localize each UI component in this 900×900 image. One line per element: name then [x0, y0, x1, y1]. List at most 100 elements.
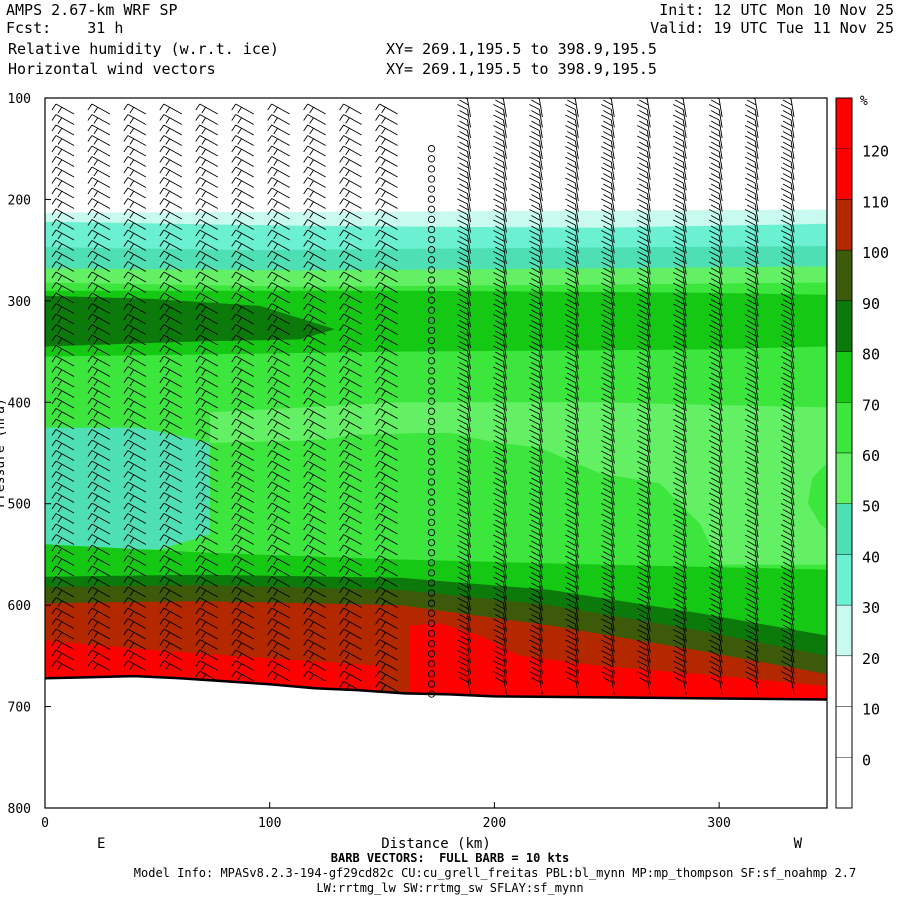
wind-barb — [87, 523, 111, 535]
y-tick-label: 200 — [8, 193, 31, 208]
wind-barb — [159, 387, 183, 398]
wind-barb — [565, 114, 579, 139]
wind-barb — [159, 250, 183, 262]
wind-barb — [672, 660, 687, 685]
wind-barb — [303, 166, 326, 178]
wind-barb — [303, 670, 326, 682]
wind-barb — [123, 303, 147, 314]
wind-barb — [267, 429, 290, 440]
wind-barb — [123, 145, 147, 157]
terrain-mask — [45, 676, 827, 808]
x-axis-label: Distance (km) — [381, 836, 491, 852]
wind-barb — [529, 450, 543, 475]
wind-barb — [780, 503, 795, 527]
wind-barb — [303, 187, 326, 199]
calm-wind-marker — [427, 690, 436, 698]
wind-barb — [87, 481, 111, 493]
wind-barb — [375, 271, 398, 283]
wind-barb — [780, 314, 795, 338]
wind-barb — [339, 607, 362, 619]
wind-barb — [339, 576, 362, 587]
wind-barb — [601, 177, 615, 202]
wind-barb — [267, 418, 290, 430]
wind-barb — [339, 670, 362, 682]
wind-barb — [231, 376, 254, 388]
wind-barb — [780, 114, 795, 139]
wind-barb — [672, 545, 687, 569]
wind-barb — [493, 345, 507, 370]
wind-barb — [195, 271, 219, 283]
wind-barb — [565, 230, 579, 254]
wind-barb — [637, 555, 651, 580]
wind-barb — [123, 397, 147, 409]
wind-barb — [565, 429, 579, 454]
colorbar-frame — [835, 97, 853, 809]
wind-barb — [375, 418, 398, 430]
wind-barb — [529, 555, 543, 580]
wind-barb — [159, 303, 183, 314]
x-tick-label: 200 — [483, 816, 506, 831]
wind-barb — [159, 282, 183, 293]
wind-barb — [780, 492, 795, 517]
calm-wind-marker — [427, 549, 436, 557]
wind-barb — [339, 198, 362, 209]
wind-barb — [493, 261, 507, 286]
wind-barb — [457, 135, 471, 160]
wind-barb — [457, 534, 471, 559]
colorbar-tick-label: 10 — [862, 701, 880, 719]
wind-barb — [601, 335, 615, 359]
wind-barb — [529, 293, 543, 317]
wind-barb — [159, 240, 183, 251]
wind-barb — [195, 660, 219, 671]
wind-barb — [303, 271, 326, 283]
wind-barb — [375, 376, 398, 388]
wind-barb — [493, 618, 507, 643]
wind-barb — [159, 334, 183, 346]
wind-barb — [375, 397, 398, 409]
wind-barb — [159, 156, 183, 167]
wind-barb — [493, 524, 507, 548]
wind-barb — [231, 429, 254, 440]
wind-barb — [375, 555, 398, 566]
wind-barb — [565, 555, 579, 580]
wind-barb — [744, 219, 759, 244]
wind-barb — [375, 177, 398, 188]
wind-barb — [744, 377, 759, 401]
wind-barb — [231, 177, 254, 188]
wind-barb — [708, 471, 723, 496]
wind-barb — [565, 534, 579, 559]
wind-barb — [375, 576, 398, 587]
wind-barb — [195, 544, 219, 556]
wind-barb — [601, 534, 615, 559]
wind-barb — [159, 513, 183, 524]
wind-barb — [303, 544, 326, 556]
wind-barb — [601, 272, 615, 296]
wind-barb — [672, 167, 687, 191]
wind-barb — [51, 639, 75, 650]
wind-barb — [780, 104, 795, 128]
wind-barb — [339, 397, 362, 409]
wind-barb — [123, 513, 147, 524]
wind-barb — [601, 650, 615, 674]
wind-barb — [123, 313, 147, 325]
y-tick-label: 800 — [8, 802, 31, 817]
wind-barb — [708, 177, 723, 202]
wind-barb — [780, 398, 795, 422]
wind-barb — [231, 586, 254, 598]
wind-barb — [637, 114, 651, 139]
wind-barb — [87, 408, 111, 419]
wind-barb — [637, 314, 651, 338]
wind-barb — [565, 240, 579, 265]
wind-barb — [375, 103, 398, 115]
wind-barb — [195, 145, 219, 157]
wind-barb — [267, 303, 290, 314]
wind-barb — [780, 639, 795, 664]
rh-band-90-100-core — [45, 295, 335, 347]
wind-barb — [159, 586, 183, 598]
wind-barb — [493, 167, 507, 191]
wind-barb — [493, 335, 507, 359]
wind-barb — [565, 335, 579, 359]
wind-barb — [708, 608, 723, 632]
wind-barb — [780, 513, 795, 538]
wind-barb — [87, 534, 111, 545]
